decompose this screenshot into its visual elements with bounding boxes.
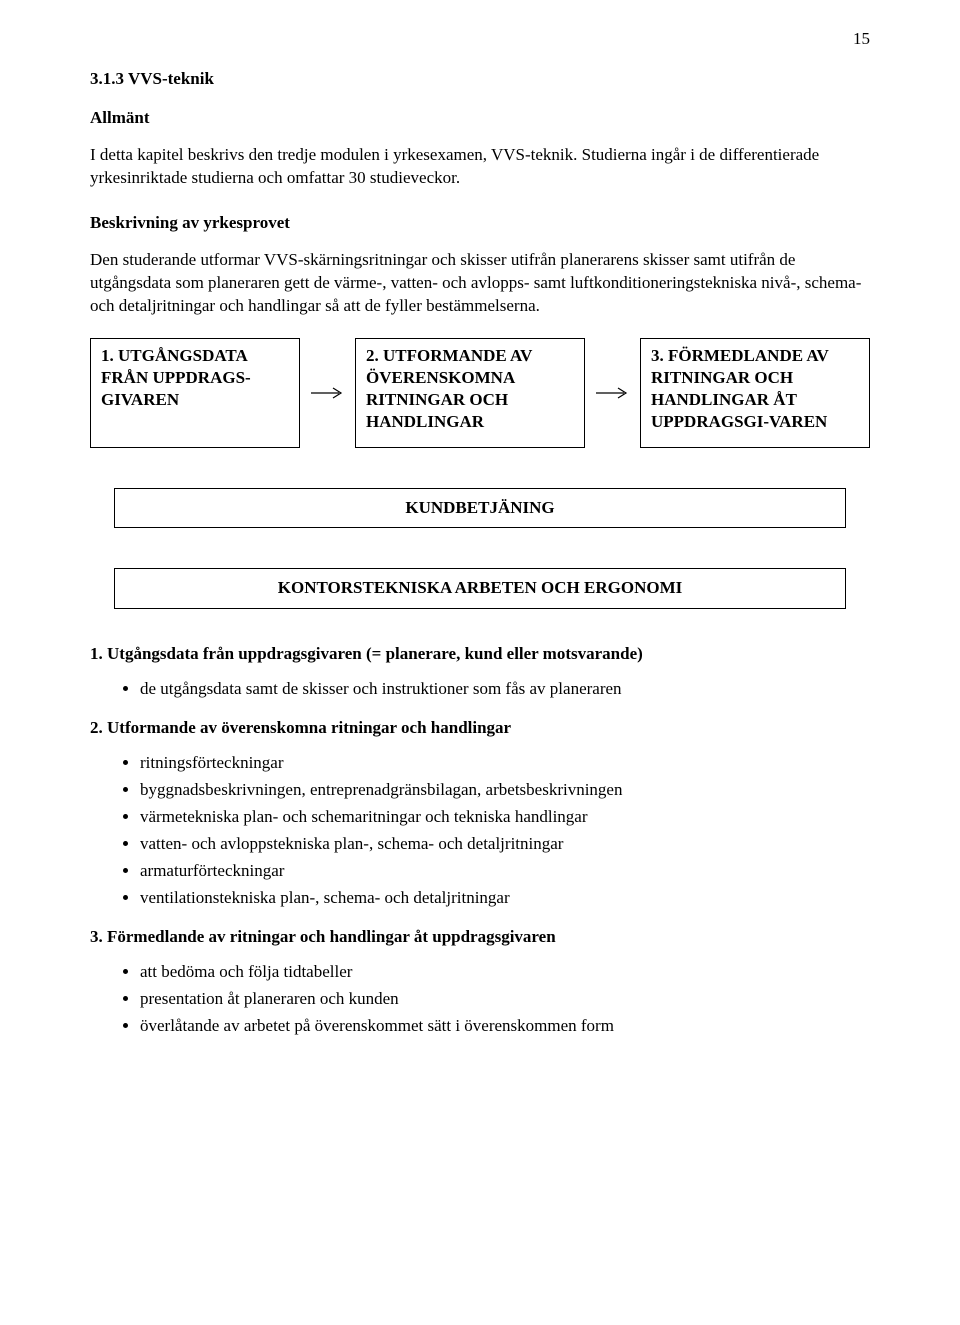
list-item: ritningsförteckningar xyxy=(140,752,870,775)
section1-heading: 1. Utgångsdata från uppdragsgivaren (= p… xyxy=(90,643,870,666)
allmant-heading: Allmänt xyxy=(90,107,870,130)
list-item: vatten- och avloppstekniska plan-, schem… xyxy=(140,833,870,856)
list-item: armaturförteckningar xyxy=(140,860,870,883)
arrow-icon xyxy=(311,386,345,400)
list-item: värmetekniska plan- och schemaritningar … xyxy=(140,806,870,829)
section3-heading: 3. Förmedlande av ritningar och handling… xyxy=(90,926,870,949)
section-title: 3.1.3 VVS-teknik xyxy=(90,68,870,91)
arrow-icon xyxy=(596,386,630,400)
beskrivning-paragraph: Den studerande utformar VVS-skärningsrit… xyxy=(90,249,870,318)
section2-heading: 2. Utformande av överenskomna ritningar … xyxy=(90,717,870,740)
section2-list: ritningsförteckningar byggnadsbeskrivnin… xyxy=(90,752,870,910)
list-item: att bedöma och följa tidtabeller xyxy=(140,961,870,984)
list-item: presentation åt planeraren och kunden xyxy=(140,988,870,1011)
list-item: överlåtande av arbetet på överenskommet … xyxy=(140,1015,870,1038)
wide-box-kundbetjaning: KUNDBETJÄNING xyxy=(114,488,846,529)
flowchart-row: 1. UTGÅNGSDATA FRÅN UPPDRAGS-GIVAREN 2. … xyxy=(90,338,870,448)
section1-list: de utgångsdata samt de skisser och instr… xyxy=(90,678,870,701)
page-number: 15 xyxy=(853,28,870,51)
list-item: ventilationstekniska plan-, schema- och … xyxy=(140,887,870,910)
intro-paragraph: I detta kapitel beskrivs den tredje modu… xyxy=(90,144,870,190)
list-item: de utgångsdata samt de skisser och instr… xyxy=(140,678,870,701)
flow-box-2: 2. UTFORMANDE AV ÖVERENSKOMNA RITNINGAR … xyxy=(355,338,585,448)
list-item: byggnadsbeskrivningen, entreprenadgränsb… xyxy=(140,779,870,802)
flow-box-3: 3. FÖRMEDLANDE AV RITNINGAR OCH HANDLING… xyxy=(640,338,870,448)
beskrivning-heading: Beskrivning av yrkesprovet xyxy=(90,212,870,235)
wide-box-kontor: KONTORSTEKNISKA ARBETEN OCH ERGONOMI xyxy=(114,568,846,609)
section3-list: att bedöma och följa tidtabeller present… xyxy=(90,961,870,1038)
flow-box-1: 1. UTGÅNGSDATA FRÅN UPPDRAGS-GIVAREN xyxy=(90,338,300,448)
